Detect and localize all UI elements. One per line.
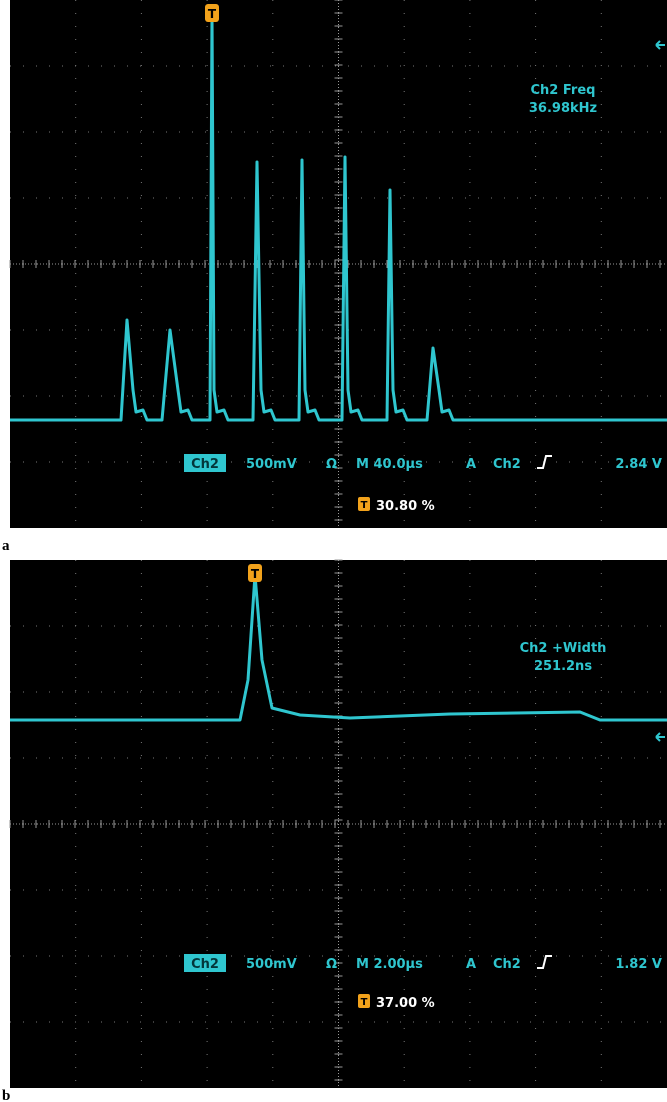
coupling: Ω: [326, 957, 337, 972]
scale: 500mV: [246, 457, 297, 472]
panel-label: a: [2, 538, 10, 554]
trigger-marker: T: [251, 567, 260, 581]
measurement-value: 251.2ns: [534, 659, 592, 674]
timebase: M 40.0µs: [356, 457, 423, 472]
scope-panel: T Ch2 +Width 251.2ns Ch2 500mV Ω M 2.00µs A Ch2 1…: [10, 560, 667, 1088]
timebase: M 2.00µs: [356, 957, 423, 972]
trigger-marker: T: [361, 997, 368, 1008]
measurement-value: 36.98kHz: [529, 101, 597, 116]
trigger-position: 30.80 %: [376, 499, 435, 514]
trigger-mode: A: [466, 457, 476, 472]
trigger-source: Ch2: [493, 957, 521, 972]
scale: 500mV: [246, 957, 297, 972]
trigger-position: 37.00 %: [376, 996, 435, 1011]
measurement-name: Ch2 Freq: [531, 83, 596, 98]
trigger-mode: A: [466, 957, 476, 972]
scope-panel: T Ch2 Freq 36.98kHz Ch2 500mV Ω M 40.0µs A Ch2 2.…: [10, 0, 667, 528]
channel: Ch2: [191, 957, 219, 972]
trigger-marker: T: [208, 7, 217, 21]
trigger-source: Ch2: [493, 457, 521, 472]
trigger-level: 2.84 V: [615, 457, 662, 472]
panel-label: b: [2, 1088, 10, 1102]
trigger-marker: T: [361, 500, 368, 511]
figure: T Ch2 Freq 36.98kHz Ch2 500mV Ω M 40.0µs A Ch2 2.…: [0, 0, 667, 1102]
page: {"panels": [ {"label": "a", "trigger_mar…: [0, 0, 667, 1102]
measurement-name: Ch2 +Width: [520, 641, 607, 656]
coupling: Ω: [326, 457, 337, 472]
trigger-level: 1.82 V: [615, 957, 662, 972]
channel: Ch2: [191, 457, 219, 472]
